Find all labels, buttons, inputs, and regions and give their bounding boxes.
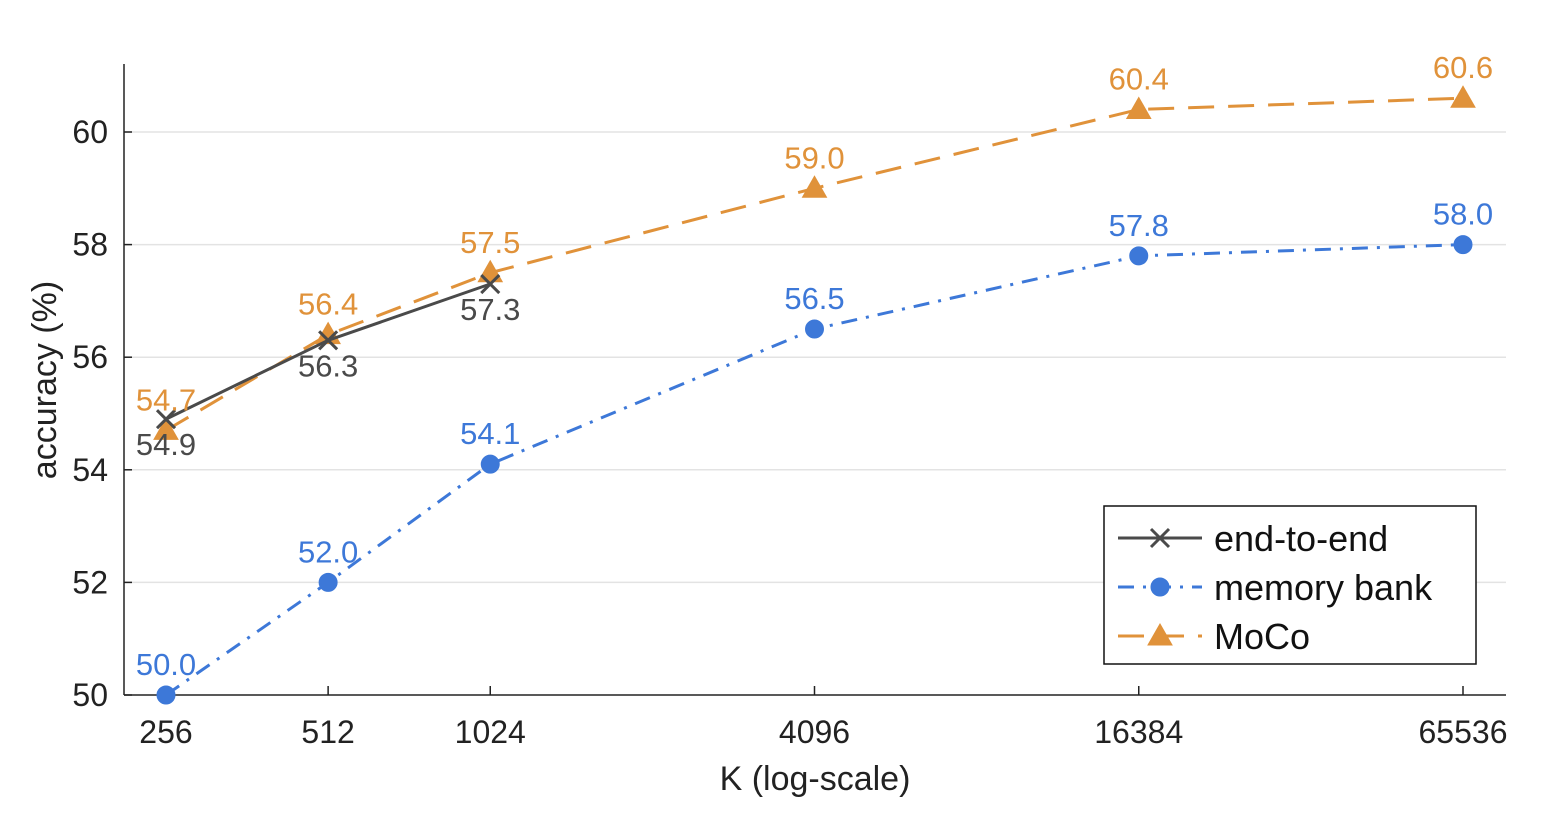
x-tick-label: 16384 — [1094, 714, 1183, 750]
data-point-end-to-end — [318, 330, 339, 351]
data-label-moco: 54.7 — [136, 382, 196, 417]
x-tick-label: 4096 — [779, 714, 850, 750]
data-label-memory-bank: 54.1 — [460, 416, 520, 451]
data-label-end-to-end: 57.3 — [460, 292, 520, 327]
data-label-end-to-end: 54.9 — [136, 427, 196, 462]
data-label-end-to-end: 56.3 — [298, 348, 358, 383]
data-labels: 54.9 56.3 57.3 50.0 52.0 54.1 56.5 57.8 58.0 54.7… — [136, 50, 1493, 682]
data-label-moco: 56.4 — [298, 287, 358, 322]
data-point-moco — [1125, 96, 1152, 119]
legend-marker-moco — [1147, 622, 1173, 646]
data-point-memory-bank — [805, 319, 824, 339]
data-point-end-to-end — [155, 409, 177, 430]
series-line-moco — [165, 96, 1464, 432]
y-tick-label: 60 — [72, 114, 108, 150]
data-label-moco: 60.4 — [1109, 61, 1169, 96]
series-end-to-end — [155, 273, 501, 430]
series-memory-bank — [156, 235, 1473, 705]
data-point-memory-bank — [1129, 246, 1149, 266]
y-tick-label: 52 — [72, 564, 108, 600]
legend-marker-end-to-end — [1149, 527, 1171, 549]
x-tick-label: 1024 — [455, 714, 526, 750]
data-point-moco — [153, 417, 179, 440]
data-label-memory-bank: 57.8 — [1109, 208, 1169, 243]
y-axis-title: accuracy (%) — [26, 281, 64, 479]
data-point-memory-bank — [480, 454, 500, 474]
legend-label-end-to-end: end-to-end — [1214, 518, 1388, 559]
y-tick-label: 50 — [72, 677, 108, 713]
y-tick-label: 54 — [72, 452, 108, 488]
data-point-moco — [1450, 85, 1476, 108]
x-marker-stroke — [480, 273, 501, 295]
legend-marker-memory-bank — [1150, 577, 1170, 597]
data-label-moco: 60.6 — [1433, 50, 1493, 85]
x-tick-label: 256 — [139, 714, 192, 750]
x-marker-stroke — [318, 330, 339, 351]
x-marker-stroke — [155, 409, 177, 430]
data-point-moco — [801, 175, 828, 198]
axes: 50 52 54 56 58 60 256 512 1024 4096 16384 65536 K (l… — [26, 64, 1507, 798]
x-tick-label: 65536 — [1419, 714, 1508, 750]
data-label-memory-bank: 52.0 — [298, 534, 358, 569]
data-label-memory-bank: 50.0 — [136, 647, 196, 682]
series-line-memory-bank — [165, 243, 1464, 697]
data-point-memory-bank — [1453, 235, 1473, 255]
legend-item-memory-bank: memory bank — [1118, 567, 1433, 608]
data-point-end-to-end — [480, 273, 501, 295]
data-label-moco: 57.5 — [460, 225, 520, 260]
data-point-memory-bank — [318, 572, 338, 592]
series-group — [153, 85, 1476, 705]
legend: end-to-end memory bank MoCo — [1103, 505, 1477, 665]
legend-item-moco: MoCo — [1118, 616, 1310, 657]
x-axis-title: K (log-scale) — [720, 760, 911, 798]
series-moco — [153, 85, 1476, 440]
data-label-memory-bank: 56.5 — [784, 281, 844, 316]
data-point-memory-bank — [156, 685, 176, 705]
legend-item-end-to-end: end-to-end — [1118, 518, 1388, 559]
data-label-memory-bank: 58.0 — [1433, 197, 1493, 232]
y-tick-label: 56 — [72, 339, 108, 375]
legend-label-moco: MoCo — [1214, 616, 1310, 657]
x-tick-label: 512 — [301, 714, 354, 750]
y-tick-label: 58 — [72, 227, 108, 263]
legend-label-memory-bank: memory bank — [1214, 567, 1433, 608]
x-marker-stroke — [1149, 527, 1171, 549]
data-label-moco: 59.0 — [784, 140, 844, 175]
